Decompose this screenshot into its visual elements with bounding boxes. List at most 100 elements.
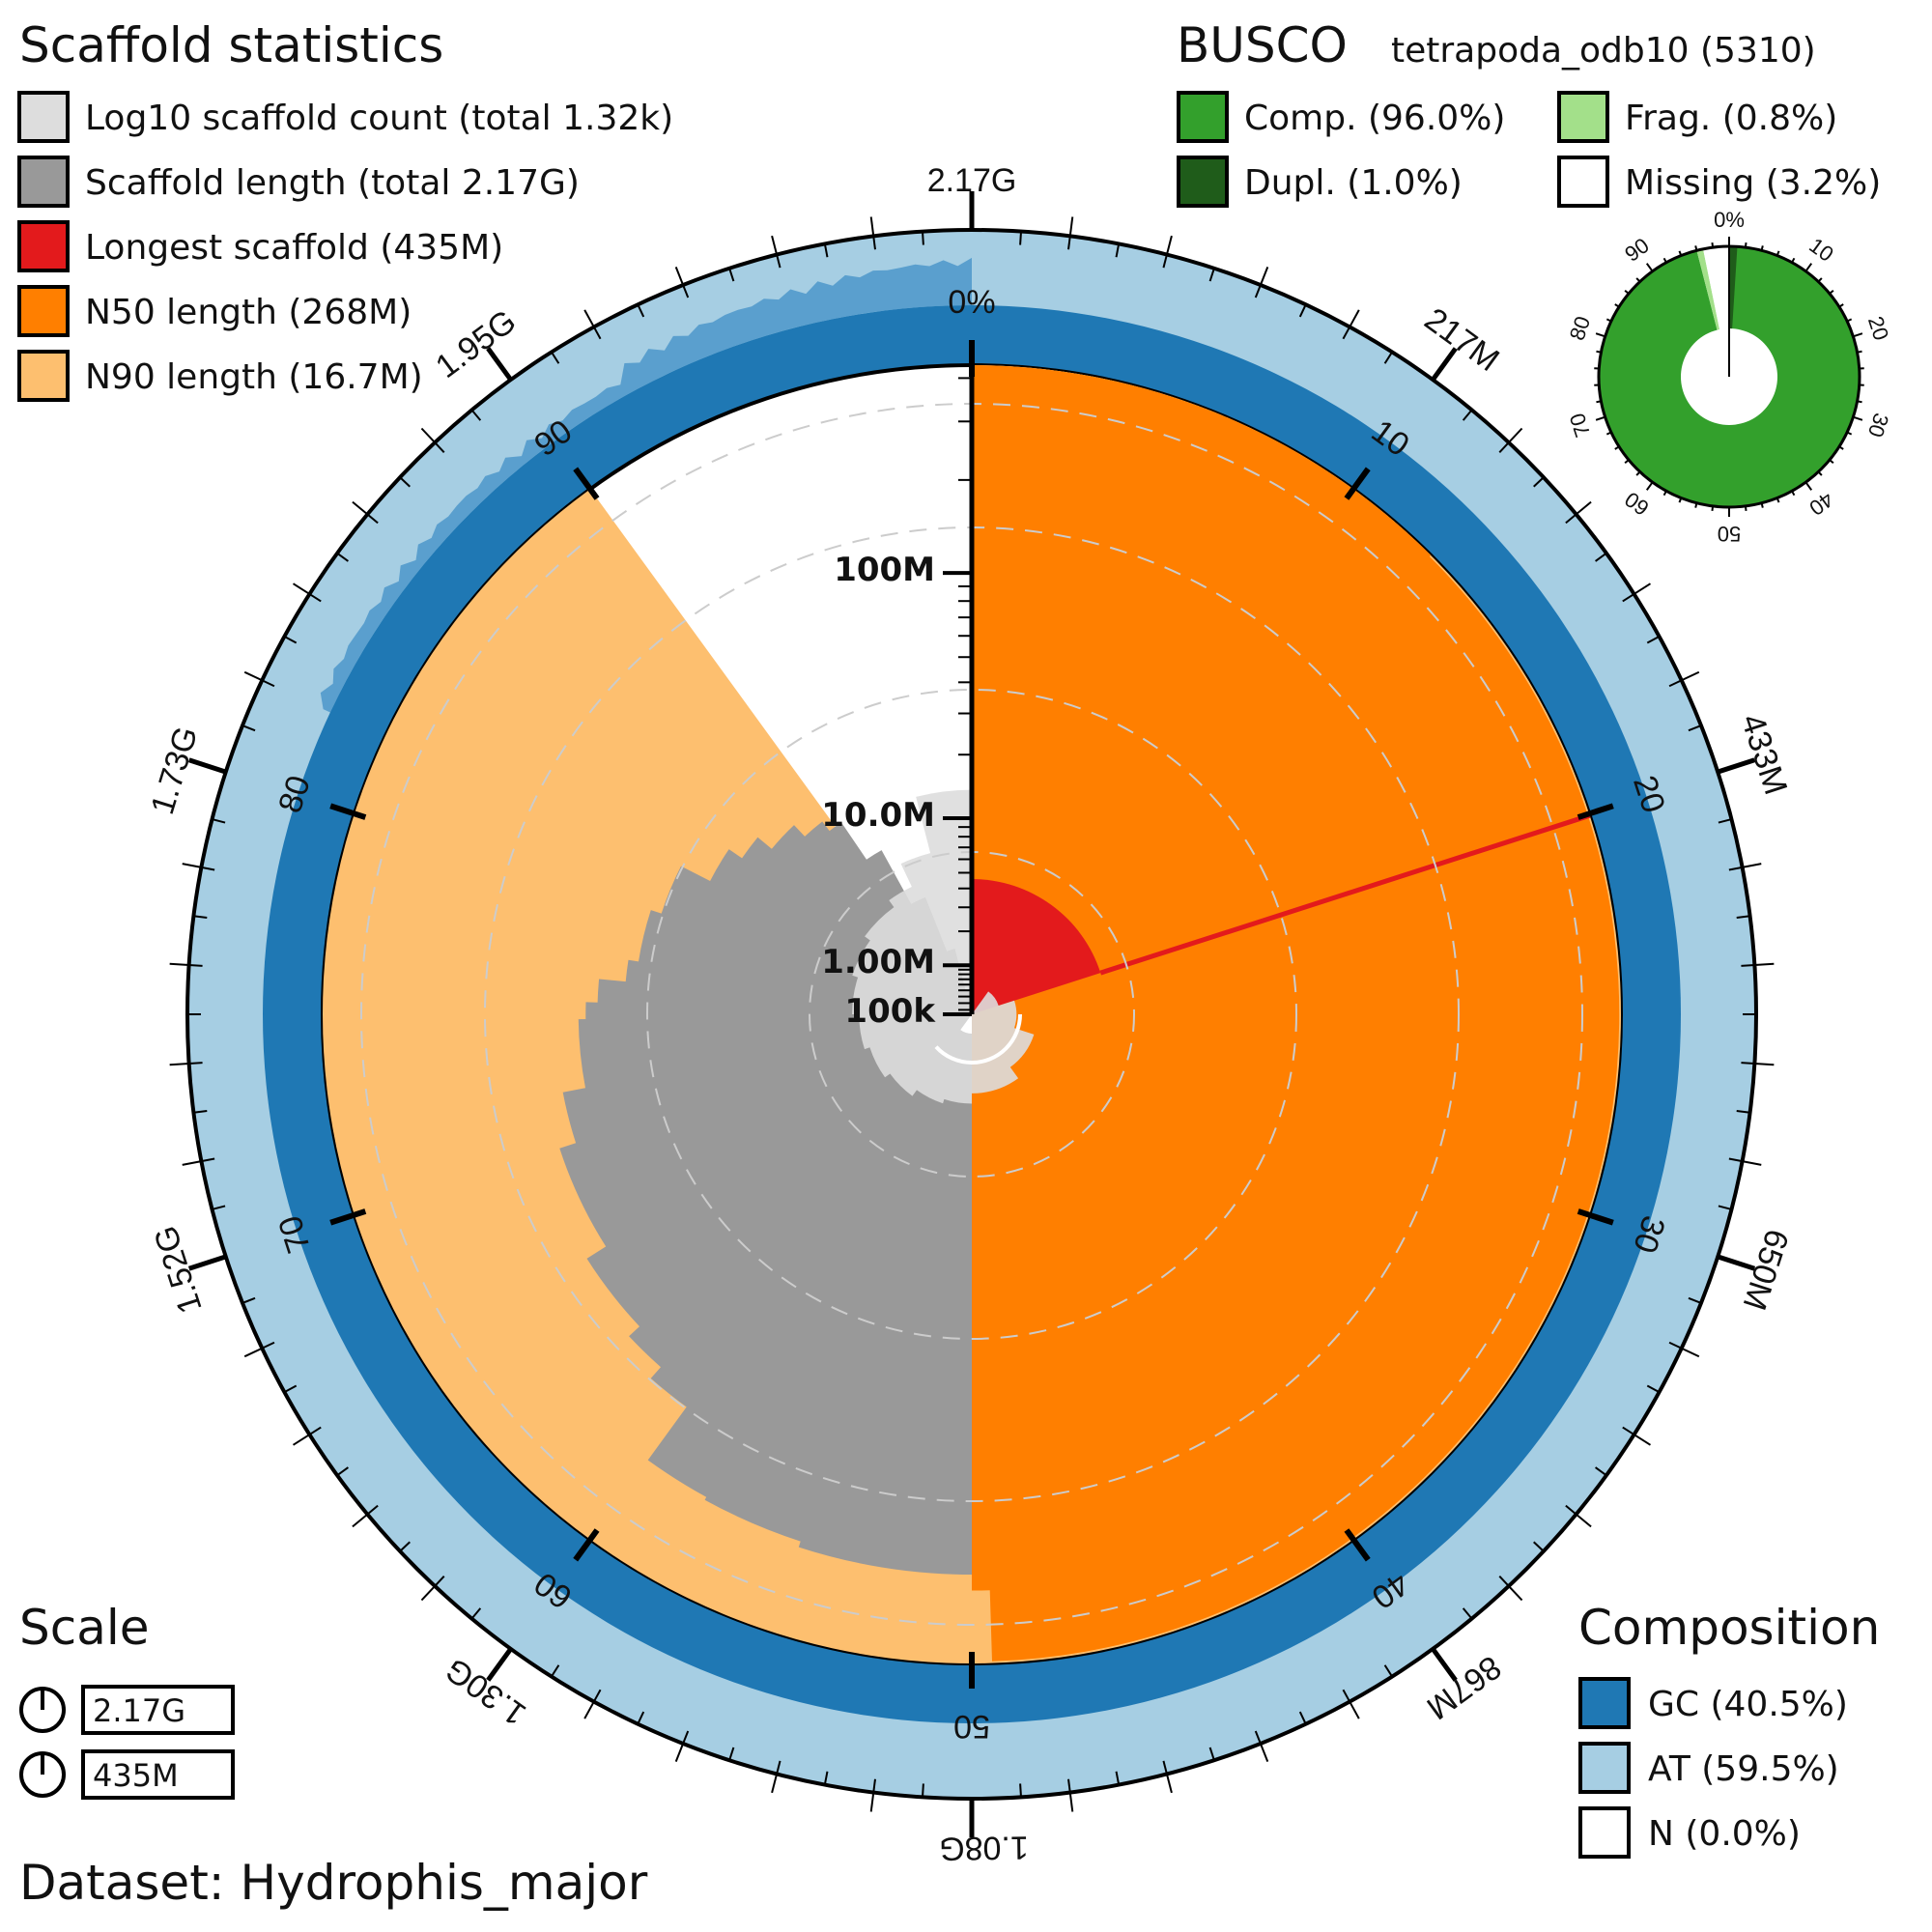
- span-minor-tick: [1067, 236, 1071, 250]
- busco-tick: [1596, 350, 1602, 354]
- span-minor-tick: [872, 236, 876, 250]
- composition-legend: GC (40.5%) AT (59.5%) N (0.0%): [1578, 1677, 1848, 1859]
- span-tick-label: 1.73G: [144, 723, 205, 819]
- span-tick: [1681, 670, 1700, 682]
- span-tick: [583, 309, 595, 327]
- span-minor-tick: [1728, 866, 1743, 871]
- busco-tick: [1635, 470, 1641, 476]
- radial-tick-label: 100k: [844, 992, 936, 1031]
- span-tick: [674, 267, 685, 286]
- busco-tick: [1694, 245, 1698, 251]
- span-tick: [1431, 1647, 1458, 1682]
- span-tick: [1717, 757, 1756, 775]
- span-tick: [169, 962, 189, 967]
- pct-tick-label: 0%: [948, 284, 995, 321]
- span-minor-tick: [682, 284, 690, 298]
- span-minor-tick: [1383, 351, 1393, 364]
- span-minor-tick: [1741, 1062, 1755, 1065]
- span-minor-tick: [201, 866, 215, 871]
- span-minor-tick: [637, 303, 645, 318]
- span-minor-tick: [212, 818, 226, 824]
- span-minor-tick: [823, 1771, 829, 1785]
- span-tick: [187, 1254, 227, 1271]
- span-minor-tick: [551, 351, 560, 364]
- busco-tick: [1614, 445, 1620, 450]
- stats-legend-swatch: [17, 350, 70, 402]
- scale-box: [81, 1749, 235, 1800]
- span-tick: [1068, 216, 1074, 237]
- span-tick: [1576, 500, 1592, 516]
- span-tick: [1681, 1347, 1700, 1358]
- busco-legend-label: Frag. (0.8%): [1625, 99, 1837, 138]
- busco-tick: [1776, 250, 1780, 256]
- busco-tick: [1817, 470, 1823, 476]
- span-tick: [486, 1647, 513, 1682]
- span-minor-tick: [1736, 1110, 1750, 1114]
- span-tick: [352, 1513, 368, 1528]
- busco-duplicated-slice: [1729, 246, 1738, 329]
- busco-tick: [1760, 502, 1764, 508]
- stats-legend-label: N90 length (16.7M): [85, 357, 423, 397]
- span-minor-tick: [188, 1062, 203, 1065]
- span-minor-tick: [551, 1664, 560, 1678]
- busco-tick: [1744, 242, 1747, 248]
- span-tick: [243, 670, 263, 682]
- span-tick: [1431, 347, 1458, 382]
- span-minor-tick: [1298, 303, 1307, 318]
- stats-legend-label: Scaffold length (total 2.17G): [85, 163, 580, 203]
- busco-tick: [1846, 318, 1853, 323]
- busco-tick: [1857, 400, 1862, 404]
- span-minor-tick: [1688, 724, 1702, 732]
- span-minor-tick: [283, 1384, 298, 1394]
- span-tick: [292, 1434, 310, 1446]
- span-tick: [1508, 1585, 1523, 1602]
- span-minor-tick: [776, 1760, 781, 1775]
- span-minor-tick: [776, 254, 781, 269]
- span-tick: [869, 216, 875, 237]
- span-tick: [1508, 427, 1523, 443]
- busco-tick: [1645, 263, 1654, 272]
- span-minor-tick: [728, 268, 735, 282]
- span-tick: [1068, 1792, 1074, 1812]
- span-tick: [1634, 1434, 1652, 1446]
- scale-box: [81, 1685, 235, 1735]
- span-minor-tick: [399, 1541, 411, 1552]
- span-tick: [1259, 267, 1269, 286]
- busco-tick: [1624, 289, 1630, 295]
- radial-tick-label: 1.00M: [821, 943, 935, 981]
- span-minor-tick: [366, 1504, 379, 1516]
- span-minor-tick: [872, 1778, 876, 1793]
- span-minor-tick: [1162, 1760, 1168, 1775]
- scaffold-stats-title: Scaffold statistics: [19, 17, 443, 73]
- span-minor-tick: [1498, 441, 1510, 453]
- busco-tick-label: 70: [1565, 411, 1595, 440]
- busco-fragmented-slice: [1696, 248, 1720, 330]
- pct-tick: [573, 1528, 600, 1562]
- stats-legend-swatch: [17, 285, 70, 337]
- span-minor-tick: [470, 409, 482, 421]
- span-minor-tick: [212, 1205, 226, 1210]
- grid-circle: [646, 689, 1297, 1340]
- busco-tick: [1853, 332, 1863, 338]
- span-tick: [187, 757, 227, 775]
- pct-tick-label: 50: [953, 1708, 990, 1745]
- span-minor-tick: [1718, 1205, 1732, 1210]
- span-minor-tick: [1208, 1747, 1215, 1761]
- composition-legend-swatch: [1578, 1742, 1631, 1794]
- span-minor-tick: [1019, 1783, 1022, 1798]
- span-minor-tick: [242, 724, 256, 732]
- span-tick: [1349, 309, 1360, 327]
- scaffold-stats-legend: Log10 scaffold count (total 1.32k) Scaffo…: [17, 91, 673, 402]
- busco-tick: [1829, 459, 1834, 465]
- busco-tick-label: 90: [1620, 233, 1654, 267]
- span-minor-tick: [308, 1426, 322, 1435]
- span-minor-tick: [1622, 593, 1635, 603]
- span-minor-tick: [1208, 268, 1215, 282]
- span-minor-tick: [682, 1730, 690, 1745]
- span-tick: [869, 1792, 875, 1812]
- stats-legend-label: Longest scaffold (435M): [85, 228, 503, 268]
- span-minor-tick: [336, 552, 349, 562]
- gc-wiggle-path: [320, 257, 972, 713]
- busco-tick: [1694, 502, 1698, 508]
- span-minor-tick: [1741, 964, 1755, 967]
